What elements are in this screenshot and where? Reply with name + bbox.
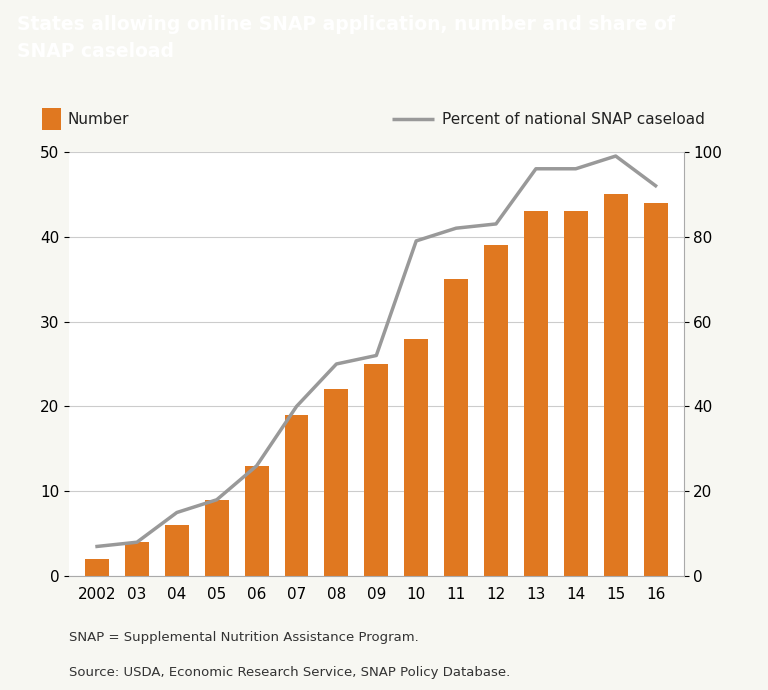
Bar: [205, 500, 229, 576]
Bar: [644, 203, 667, 576]
Bar: [42, 108, 61, 130]
Text: Percent of national SNAP caseload: Percent of national SNAP caseload: [442, 112, 704, 126]
Text: Source: USDA, Economic Research Service, SNAP Policy Database.: Source: USDA, Economic Research Service,…: [69, 666, 511, 679]
Text: Number: Number: [68, 112, 129, 126]
Bar: [524, 211, 548, 576]
Text: SNAP = Supplemental Nutrition Assistance Program.: SNAP = Supplemental Nutrition Assistance…: [69, 631, 419, 644]
Bar: [564, 211, 588, 576]
Bar: [484, 245, 508, 576]
Bar: [245, 466, 269, 576]
Bar: [444, 279, 468, 576]
Bar: [364, 364, 389, 576]
Text: States allowing online SNAP application, number and share of
SNAP caseload: States allowing online SNAP application,…: [17, 15, 675, 61]
Bar: [85, 559, 109, 576]
Bar: [165, 525, 189, 576]
Bar: [285, 415, 309, 576]
Bar: [125, 542, 149, 576]
Bar: [604, 195, 627, 576]
Bar: [324, 389, 349, 576]
Bar: [404, 339, 429, 576]
